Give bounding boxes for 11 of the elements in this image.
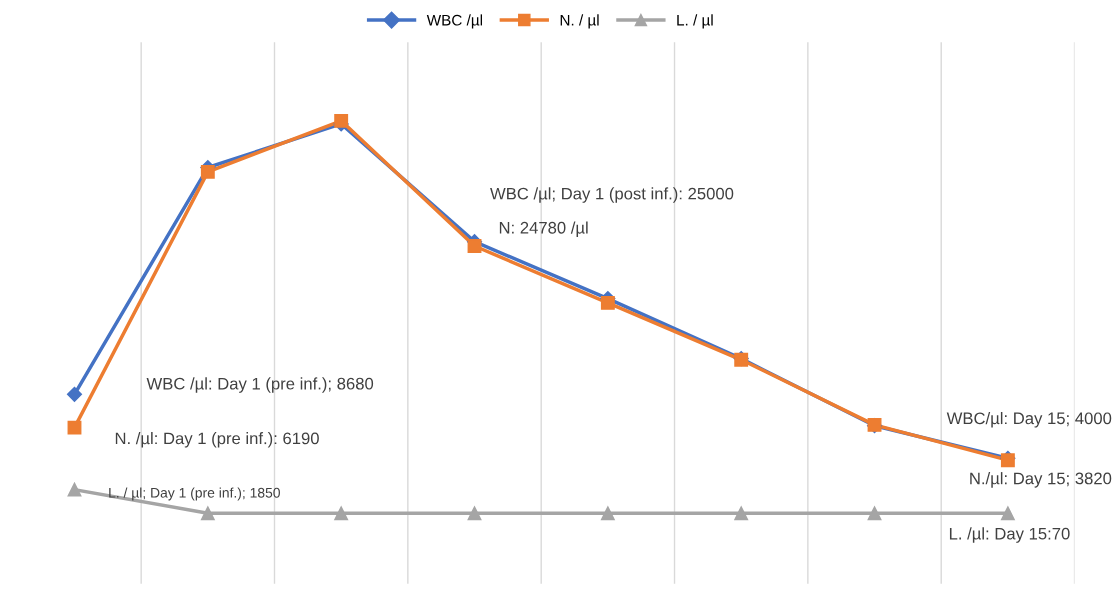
- text: L. /µl: Day 15:70: [949, 527, 1070, 543]
- annotation: WBC/µl: Day 15; 4000: [946, 411, 1112, 428]
- legend-label: WBC /µl: [426, 14, 483, 29]
- annotation: WBC /µl: Day 1 (pre inf.); 8680: [146, 377, 374, 393]
- legend-label: L. / µl: [677, 14, 713, 29]
- annotation: N./µl: Day 15; 3820: [970, 472, 1112, 488]
- annotation: N. /µl: Day 1 (pre inf.): 6190: [115, 432, 319, 448]
- annotation: L. / µl; Day 1 (pre inf.); 1850: [109, 487, 280, 501]
- annotation: N: 24780 /µl: [499, 221, 588, 237]
- annotation: WBC /µl; Day 1 (post inf.): 25000: [490, 187, 734, 203]
- legend-label: N. / µl: [560, 14, 599, 29]
